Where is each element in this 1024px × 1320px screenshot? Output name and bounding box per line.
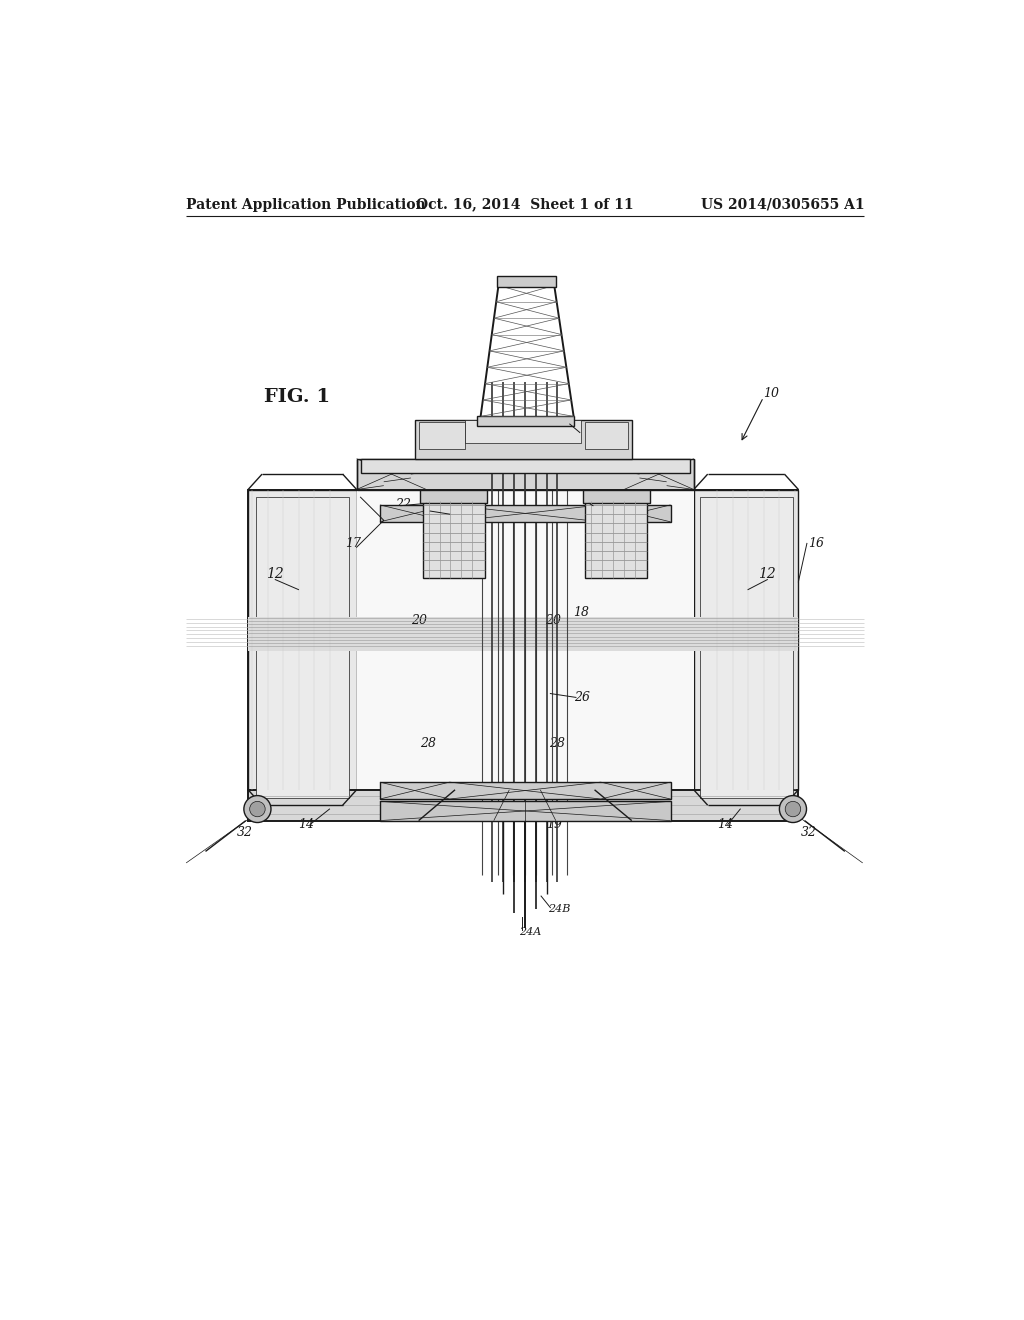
Bar bbox=[256, 644, 349, 797]
Text: 24B: 24B bbox=[548, 904, 570, 915]
Ellipse shape bbox=[785, 801, 801, 817]
Text: 22: 22 bbox=[586, 499, 601, 511]
Bar bbox=[423, 502, 484, 578]
Text: 28: 28 bbox=[549, 737, 565, 750]
Text: FIG. 1: FIG. 1 bbox=[263, 388, 330, 407]
Bar bbox=[248, 789, 799, 821]
Ellipse shape bbox=[244, 796, 271, 822]
Bar bbox=[583, 490, 649, 503]
Text: 12: 12 bbox=[266, 568, 284, 581]
Bar bbox=[420, 490, 486, 503]
Text: 19: 19 bbox=[547, 818, 562, 832]
Bar bbox=[248, 490, 356, 789]
Text: 30: 30 bbox=[423, 803, 438, 816]
Bar bbox=[380, 781, 671, 799]
Text: 20: 20 bbox=[411, 614, 427, 627]
Text: Oct. 16, 2014  Sheet 1 of 11: Oct. 16, 2014 Sheet 1 of 11 bbox=[416, 198, 634, 211]
Bar bbox=[419, 422, 465, 449]
Bar bbox=[497, 276, 556, 286]
Bar bbox=[356, 459, 693, 490]
Text: 32: 32 bbox=[237, 825, 253, 838]
Ellipse shape bbox=[779, 796, 807, 822]
Bar bbox=[700, 498, 793, 632]
Text: 18: 18 bbox=[573, 606, 590, 619]
Text: Patent Application Publication: Patent Application Publication bbox=[186, 198, 426, 211]
Text: 17: 17 bbox=[345, 537, 361, 550]
Ellipse shape bbox=[250, 801, 265, 817]
Text: 28: 28 bbox=[423, 504, 438, 517]
Bar bbox=[248, 490, 799, 789]
Bar bbox=[477, 416, 573, 425]
Text: 24A: 24A bbox=[518, 927, 541, 937]
Bar bbox=[415, 420, 632, 459]
Text: 14: 14 bbox=[299, 818, 314, 832]
Bar bbox=[380, 801, 671, 821]
Bar bbox=[360, 459, 690, 473]
Bar bbox=[700, 644, 793, 797]
Bar bbox=[248, 616, 799, 651]
Bar bbox=[256, 498, 349, 632]
Text: 14: 14 bbox=[717, 818, 733, 832]
Text: 32: 32 bbox=[801, 825, 817, 838]
Bar bbox=[465, 420, 582, 444]
Bar bbox=[380, 506, 671, 521]
Bar bbox=[586, 422, 628, 449]
Bar bbox=[356, 490, 693, 789]
Text: 10: 10 bbox=[764, 387, 779, 400]
Text: 16: 16 bbox=[809, 537, 824, 550]
Bar bbox=[693, 490, 799, 789]
Text: 20: 20 bbox=[545, 614, 561, 627]
Text: US 2014/0305655 A1: US 2014/0305655 A1 bbox=[700, 198, 864, 211]
Text: 22: 22 bbox=[395, 499, 412, 511]
Text: 28: 28 bbox=[420, 737, 436, 750]
Text: 12: 12 bbox=[759, 568, 776, 581]
Bar bbox=[586, 502, 647, 578]
Text: 26: 26 bbox=[573, 690, 590, 704]
Text: 34: 34 bbox=[580, 429, 596, 442]
Text: 28: 28 bbox=[553, 504, 568, 517]
Text: 30: 30 bbox=[535, 803, 551, 816]
